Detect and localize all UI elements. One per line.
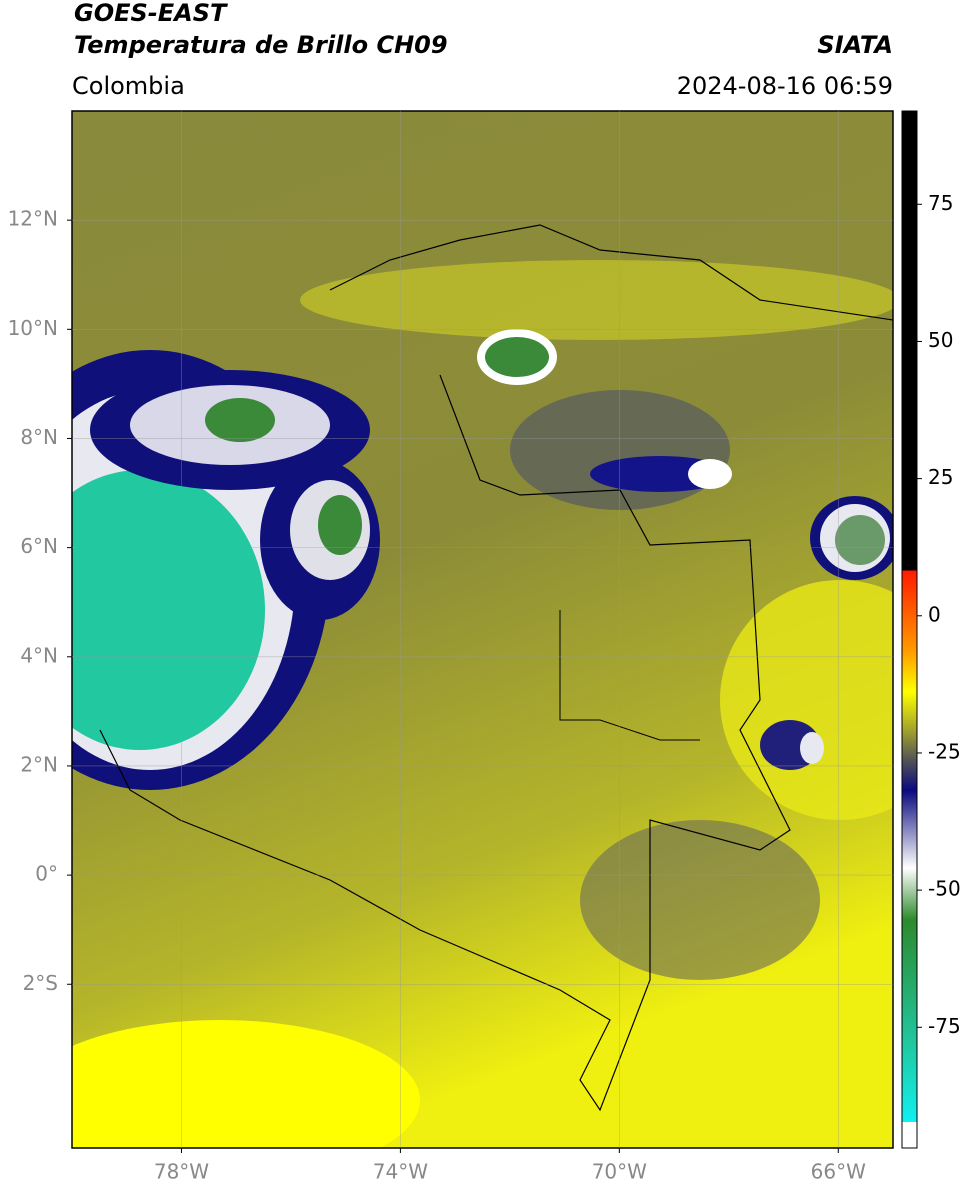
source: SIATA	[817, 31, 893, 59]
colorbar	[901, 110, 918, 1149]
y-tick-label: 8°N	[20, 425, 58, 449]
y-tick-label: 12°N	[8, 207, 58, 231]
map-frame	[71, 110, 894, 1149]
colorbar-tick-label: -50	[928, 877, 961, 901]
region: Colombia	[72, 72, 185, 100]
y-tick-label: 2°S	[23, 971, 58, 995]
x-tick-label: 70°W	[592, 1160, 647, 1184]
x-tick-label: 78°W	[154, 1160, 209, 1184]
title: GOES-EAST	[74, 0, 228, 27]
y-tick-label: 4°N	[20, 643, 58, 667]
y-tick-label: 2°N	[20, 752, 58, 776]
colorbar-tick-label: 75	[928, 191, 953, 215]
y-tick-label: 6°N	[20, 534, 58, 558]
x-tick-label: 66°W	[811, 1160, 866, 1184]
colorbar-tick-label: 0	[928, 602, 941, 626]
y-tick-label: 0°	[35, 862, 58, 886]
colorbar-tick-label: 25	[928, 465, 953, 489]
y-tick-label: 10°N	[8, 316, 58, 340]
subtitle: Temperatura de Brillo CH09	[74, 31, 448, 59]
x-tick-label: 74°W	[373, 1160, 428, 1184]
datetime: 2024-08-16 06:59	[677, 72, 893, 100]
colorbar-tick-label: -25	[928, 739, 961, 763]
colorbar-tick-label: 50	[928, 328, 953, 352]
satellite-image	[72, 111, 893, 1148]
colorbar-tick-label: -75	[928, 1014, 961, 1038]
